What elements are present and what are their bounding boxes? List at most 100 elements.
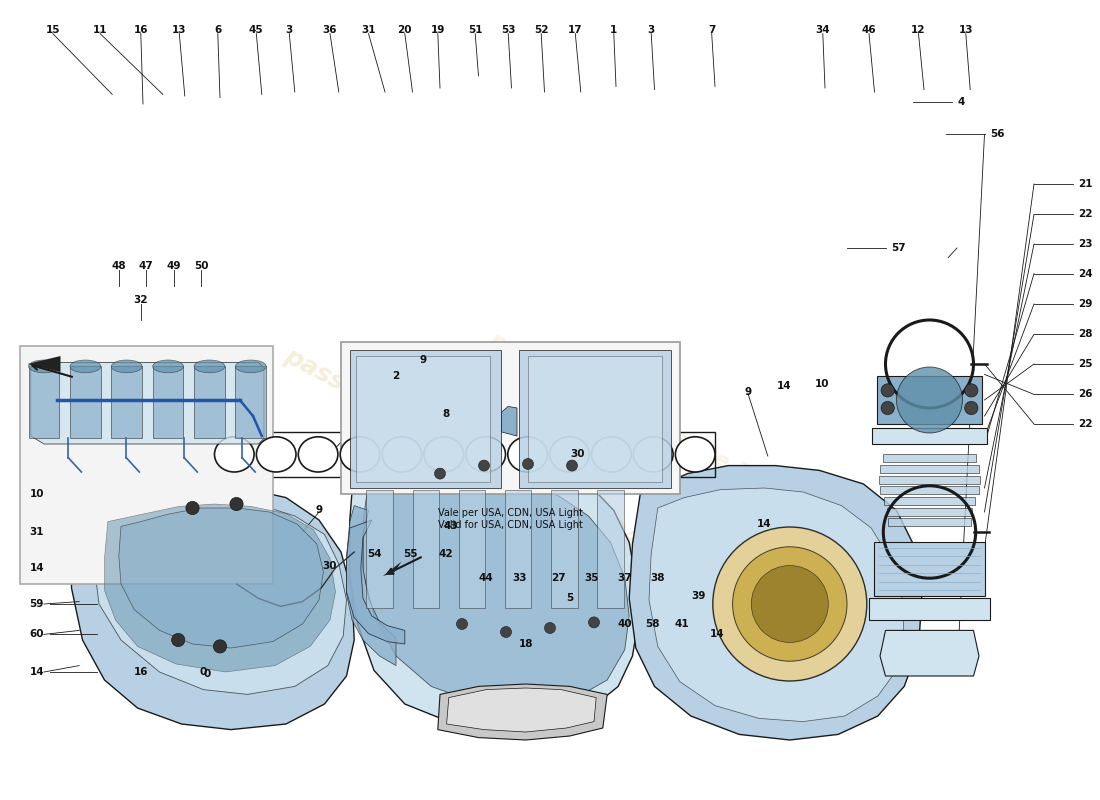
Text: 58: 58	[645, 619, 660, 629]
Polygon shape	[880, 630, 979, 676]
Text: 41: 41	[674, 619, 690, 629]
Text: 6: 6	[214, 26, 221, 35]
Polygon shape	[111, 366, 142, 438]
Text: 47: 47	[139, 261, 154, 270]
Polygon shape	[346, 520, 405, 644]
Circle shape	[733, 547, 847, 661]
Polygon shape	[72, 486, 354, 730]
Text: 57: 57	[891, 243, 905, 253]
Circle shape	[186, 502, 199, 514]
Polygon shape	[366, 490, 393, 608]
Ellipse shape	[382, 437, 421, 472]
Ellipse shape	[340, 437, 379, 472]
Ellipse shape	[634, 437, 673, 472]
Ellipse shape	[214, 437, 254, 472]
Text: 18: 18	[518, 639, 534, 649]
Ellipse shape	[256, 437, 296, 472]
Text: 11: 11	[92, 26, 108, 35]
Text: 30: 30	[570, 449, 585, 458]
Text: 56: 56	[990, 130, 1004, 139]
Text: Vale per USA, CDN, USA Light
Valid for USA, CDN, USA Light: Vale per USA, CDN, USA Light Valid for U…	[438, 508, 583, 530]
Text: 51: 51	[468, 26, 483, 35]
Polygon shape	[346, 506, 396, 666]
Text: 17: 17	[568, 26, 583, 35]
Polygon shape	[505, 490, 531, 608]
Polygon shape	[412, 490, 439, 608]
Circle shape	[434, 468, 446, 479]
Ellipse shape	[153, 360, 184, 373]
Circle shape	[478, 460, 490, 471]
Polygon shape	[459, 490, 485, 608]
Ellipse shape	[675, 437, 715, 472]
Ellipse shape	[235, 360, 266, 373]
Polygon shape	[528, 356, 662, 482]
Text: 31: 31	[30, 527, 44, 537]
Polygon shape	[519, 350, 671, 488]
Circle shape	[566, 460, 578, 471]
Polygon shape	[70, 366, 101, 438]
Text: 20: 20	[397, 26, 412, 35]
Text: 14: 14	[30, 563, 44, 573]
Ellipse shape	[194, 360, 224, 373]
Polygon shape	[879, 476, 980, 484]
Text: 29: 29	[1078, 299, 1092, 309]
Polygon shape	[880, 486, 979, 494]
Polygon shape	[874, 542, 984, 596]
Circle shape	[881, 402, 894, 414]
Polygon shape	[356, 356, 490, 482]
Text: 8: 8	[442, 410, 449, 419]
Text: 16: 16	[133, 26, 148, 35]
Text: 25: 25	[1078, 359, 1092, 369]
Polygon shape	[119, 508, 323, 648]
Circle shape	[544, 622, 556, 634]
Text: 53: 53	[500, 26, 516, 35]
Text: 54: 54	[366, 550, 382, 559]
Circle shape	[230, 498, 243, 510]
Text: 2: 2	[393, 371, 399, 381]
Text: 24: 24	[1078, 269, 1092, 278]
Polygon shape	[94, 502, 346, 694]
Ellipse shape	[466, 437, 506, 472]
Text: passion for parts since 1994: passion for parts since 1994	[279, 343, 645, 553]
Text: 33: 33	[512, 574, 527, 583]
Circle shape	[896, 367, 962, 433]
Text: 14: 14	[757, 519, 772, 529]
Text: passion for parts since 1994: passion for parts since 1994	[486, 329, 790, 503]
Polygon shape	[235, 366, 266, 438]
Text: 9: 9	[420, 355, 427, 365]
Text: 0: 0	[204, 669, 210, 678]
Polygon shape	[438, 684, 607, 740]
Text: 10: 10	[30, 490, 44, 499]
Circle shape	[213, 640, 227, 653]
Polygon shape	[888, 518, 971, 526]
Text: 14: 14	[30, 667, 44, 677]
Ellipse shape	[592, 437, 631, 472]
Text: 28: 28	[1078, 330, 1092, 339]
Text: 19: 19	[430, 26, 446, 35]
Circle shape	[500, 626, 512, 638]
Text: 16: 16	[133, 667, 148, 677]
Polygon shape	[649, 488, 904, 722]
Polygon shape	[350, 458, 638, 728]
Text: 50: 50	[194, 261, 209, 270]
Text: 26: 26	[1078, 390, 1092, 399]
Ellipse shape	[111, 360, 142, 373]
Polygon shape	[104, 504, 336, 672]
Text: 32: 32	[133, 295, 148, 305]
Text: 45: 45	[249, 26, 264, 35]
Polygon shape	[597, 490, 624, 608]
Text: 55: 55	[403, 550, 418, 559]
Text: 40: 40	[617, 619, 632, 629]
Circle shape	[881, 384, 894, 397]
Polygon shape	[887, 508, 972, 516]
Ellipse shape	[424, 437, 463, 472]
Polygon shape	[31, 362, 264, 444]
Text: 60: 60	[30, 630, 44, 639]
Text: 13: 13	[172, 26, 187, 35]
Polygon shape	[883, 454, 976, 462]
Text: 1: 1	[610, 26, 617, 35]
Text: 14: 14	[777, 382, 792, 391]
Circle shape	[965, 384, 978, 397]
Text: 30: 30	[322, 562, 338, 571]
Text: 44: 44	[478, 574, 494, 583]
